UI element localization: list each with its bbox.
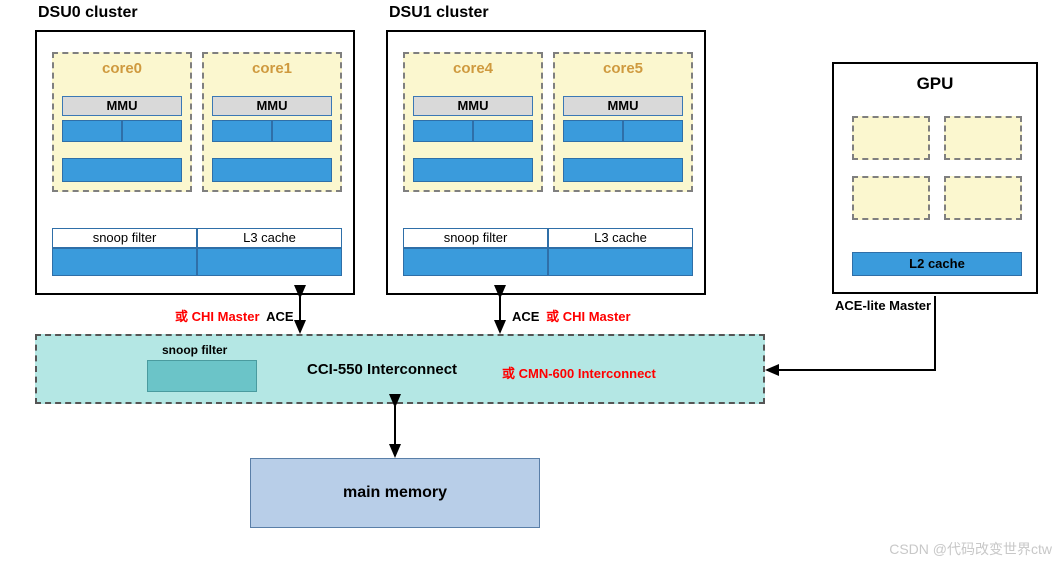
dsu1-l3-row: snoop filter L3 cache (403, 228, 693, 276)
interconnect: snoop filter CCI-550 Interconnect 或 CMN-… (35, 334, 765, 404)
ace0-black: ACE (266, 309, 293, 324)
dsu1-snoop (403, 248, 548, 276)
dsu1-l3 (548, 248, 693, 276)
core5: core5 MMU (553, 52, 693, 192)
acelite-label: ACE-lite Master (835, 298, 931, 313)
core4-l1 (413, 120, 533, 142)
gpu-core-1 (944, 116, 1022, 160)
ace0-red: 或 CHI Master (175, 309, 260, 324)
ace0-label: 或 CHI Master ACE (175, 306, 294, 325)
core1-l1 (212, 120, 332, 142)
gpu-core-0 (852, 116, 930, 160)
main-memory: main memory (250, 458, 540, 528)
core5-l2 (563, 158, 683, 182)
dsu1-snoop-label: snoop filter (403, 228, 548, 248)
ic-snoop-label: snoop filter (162, 343, 227, 357)
dsu0-snoop-label: snoop filter (52, 228, 197, 248)
gpu-box: GPU L2 cache (832, 62, 1038, 294)
ace1-red: 或 CHI Master (546, 309, 631, 324)
dsu0-l3 (197, 248, 342, 276)
core5-mmu: MMU (563, 96, 683, 116)
ic-snoop (147, 360, 257, 392)
core1-mmu: MMU (212, 96, 332, 116)
core0-l2 (62, 158, 182, 182)
watermark: CSDN @代码改变世界ctw (889, 539, 1052, 559)
dsu0-l3-label: L3 cache (197, 228, 342, 248)
ace1-black: ACE (512, 309, 539, 324)
dsu0-snoop (52, 248, 197, 276)
core0: core0 MMU (52, 52, 192, 192)
dsu0-title: DSU0 cluster (38, 4, 138, 22)
gpu-core-2 (852, 176, 930, 220)
gpu-title: GPU (834, 64, 1036, 94)
core0-mmu: MMU (62, 96, 182, 116)
gpu-core-3 (944, 176, 1022, 220)
core0-label: core0 (54, 54, 190, 77)
core5-l1 (563, 120, 683, 142)
dsu0-cluster: core0 MMU core1 MMU snoop filter L3 cach… (35, 30, 355, 295)
core1-l2 (212, 158, 332, 182)
core4-label: core4 (405, 54, 541, 77)
core1-label: core1 (204, 54, 340, 77)
core5-label: core5 (555, 54, 691, 77)
core4-mmu: MMU (413, 96, 533, 116)
ic-alt-label: 或 CMN-600 Interconnect (502, 363, 656, 382)
ace1-label: ACE 或 CHI Master (512, 306, 631, 325)
dsu1-cluster: core4 MMU core5 MMU snoop filter L3 cach… (386, 30, 706, 295)
dsu1-title: DSU1 cluster (389, 4, 489, 22)
gpu-l2: L2 cache (852, 252, 1022, 276)
ic-main-label: CCI-550 Interconnect (307, 361, 457, 378)
dsu1-l3-label: L3 cache (548, 228, 693, 248)
core4: core4 MMU (403, 52, 543, 192)
core0-l1 (62, 120, 182, 142)
core4-l2 (413, 158, 533, 182)
core1: core1 MMU (202, 52, 342, 192)
dsu0-l3-row: snoop filter L3 cache (52, 228, 342, 276)
